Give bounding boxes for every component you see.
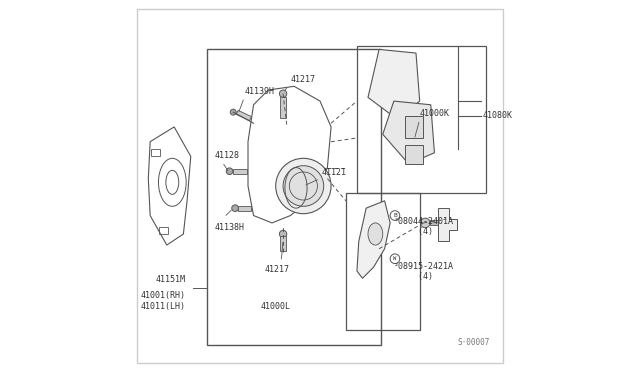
Text: B: B — [393, 213, 397, 218]
Circle shape — [276, 158, 331, 214]
Polygon shape — [368, 49, 420, 119]
Polygon shape — [438, 208, 456, 241]
Text: 41151M: 41151M — [156, 275, 186, 283]
Bar — [159, 227, 168, 234]
Text: 41121: 41121 — [322, 168, 347, 177]
Text: (4): (4) — [397, 272, 433, 280]
Text: W: W — [394, 256, 397, 261]
Text: 41128: 41128 — [215, 151, 240, 160]
Text: 41139H: 41139H — [244, 87, 275, 96]
Text: 41000L: 41000L — [260, 302, 291, 311]
Text: 41217: 41217 — [265, 265, 290, 275]
Bar — [405, 145, 424, 164]
Text: 41001(RH)
41011(LH): 41001(RH) 41011(LH) — [141, 291, 186, 311]
Text: 41000K: 41000K — [420, 109, 450, 118]
Circle shape — [280, 90, 287, 97]
Polygon shape — [383, 101, 435, 164]
Bar — [280, 236, 285, 251]
Text: ²08915-2421A: ²08915-2421A — [394, 262, 454, 271]
Polygon shape — [357, 201, 390, 278]
Bar — [151, 150, 160, 156]
Text: (4): (4) — [397, 227, 433, 236]
Circle shape — [283, 166, 324, 206]
Text: 41138H: 41138H — [215, 223, 244, 232]
Text: S·00007: S·00007 — [458, 338, 490, 347]
Bar — [280, 97, 285, 118]
Bar — [430, 220, 441, 225]
Circle shape — [232, 205, 239, 211]
Ellipse shape — [368, 223, 383, 245]
Bar — [405, 116, 424, 138]
Bar — [236, 110, 252, 121]
Circle shape — [230, 109, 236, 115]
Bar — [233, 169, 247, 174]
Circle shape — [420, 218, 430, 228]
Bar — [346, 193, 420, 330]
Bar — [207, 49, 381, 345]
Text: 41080K: 41080K — [483, 111, 513, 121]
Circle shape — [226, 168, 233, 174]
Text: 41217: 41217 — [291, 76, 316, 84]
Circle shape — [280, 230, 287, 238]
Bar — [239, 206, 252, 211]
Text: ²08044-2401A: ²08044-2401A — [394, 217, 454, 227]
Bar — [357, 46, 486, 193]
